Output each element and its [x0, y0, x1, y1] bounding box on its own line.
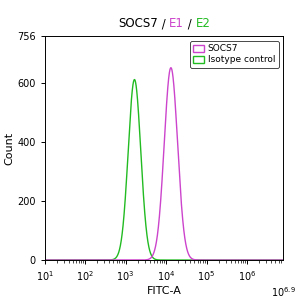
Text: /: / [184, 17, 195, 30]
Text: E2: E2 [195, 17, 210, 30]
Legend: SOCS7, Isotype control: SOCS7, Isotype control [190, 41, 279, 68]
Text: SOCS7: SOCS7 [118, 17, 158, 30]
X-axis label: FITC-A: FITC-A [147, 286, 182, 296]
Text: $10^{6.9}$: $10^{6.9}$ [271, 285, 296, 299]
Y-axis label: Count: Count [4, 132, 14, 165]
Text: /: / [158, 17, 169, 30]
Text: E1: E1 [169, 17, 184, 30]
